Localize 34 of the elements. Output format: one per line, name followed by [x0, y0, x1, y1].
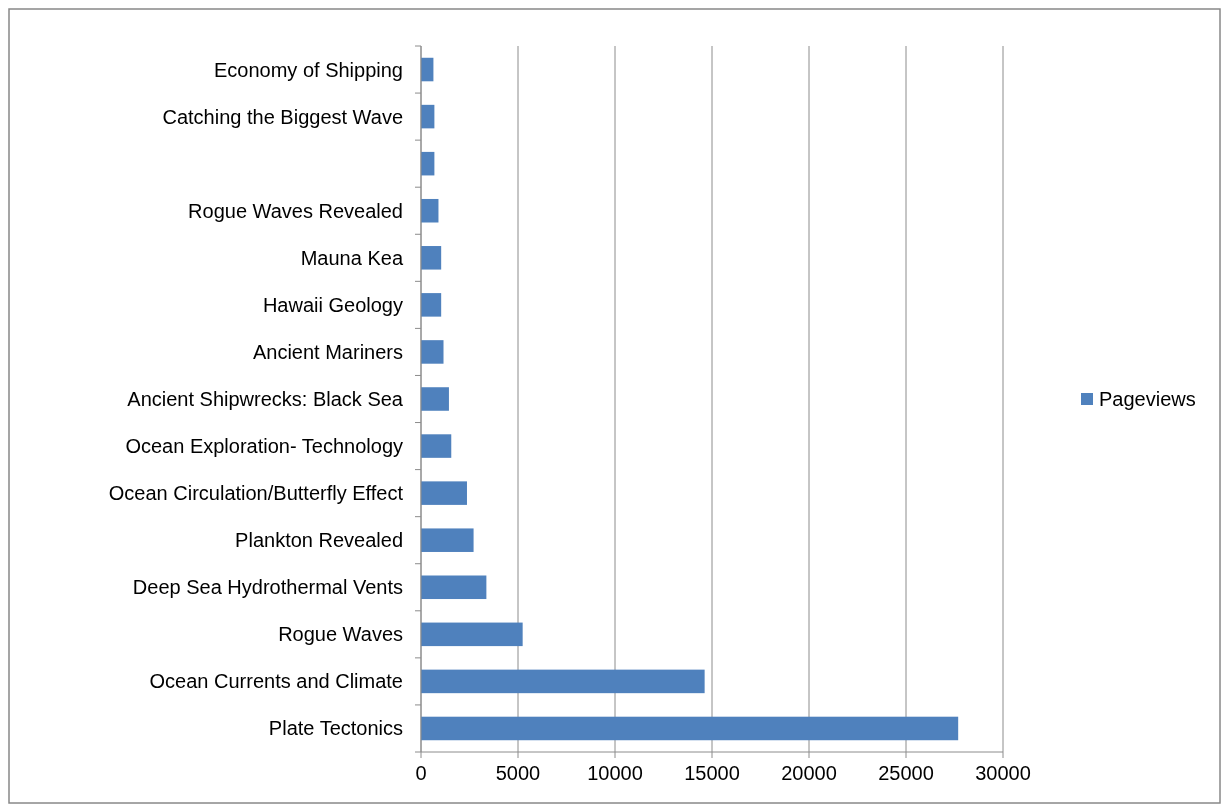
bar	[421, 575, 487, 600]
x-tick-label: 5000	[495, 762, 541, 784]
y-tick-label: Ocean Circulation/Butterfly Effect	[108, 482, 404, 505]
y-tick-label: Ocean Currents and Climate	[149, 670, 403, 693]
x-tick-label: 30000	[975, 762, 1031, 784]
legend-label: Pageviews	[1099, 388, 1196, 410]
x-tick-label: 15000	[684, 762, 740, 784]
x-tick-label: 25000	[878, 762, 934, 784]
x-tick-label: 0	[415, 762, 427, 784]
bar	[421, 528, 474, 552]
bar	[421, 669, 705, 694]
y-tick-label: Ancient Shipwrecks: Black Sea	[127, 388, 404, 410]
bar	[421, 481, 467, 505]
bar	[421, 716, 959, 741]
y-tick-label: Economy of Shipping	[213, 58, 403, 81]
y-tick-label: Ancient Mariners	[252, 340, 403, 363]
y-tick-label: Deep Sea Hydrothermal Vents	[132, 576, 403, 599]
bar	[421, 246, 442, 270]
bar	[421, 387, 449, 411]
y-tick-label: Plankton Revealed	[235, 529, 403, 552]
bar	[421, 340, 444, 364]
x-tick-label: 10000	[587, 762, 643, 784]
y-tick-label: Ocean Exploration- Technology	[125, 435, 403, 458]
y-tick-label: Plate Tectonics	[268, 717, 403, 740]
x-tick-label: 20000	[781, 762, 837, 784]
bar	[421, 198, 439, 223]
y-tick-label: Mauna Kea	[300, 246, 404, 269]
y-tick-label: Catching the Biggest Wave	[162, 105, 403, 128]
y-tick-label: Rogue Waves Revealed	[188, 199, 403, 222]
bar	[421, 622, 523, 647]
y-tick-label: Rogue Waves	[278, 623, 403, 646]
bar	[421, 434, 452, 458]
y-tick-label: Hawaii Geology	[262, 293, 403, 316]
bar	[421, 293, 442, 317]
